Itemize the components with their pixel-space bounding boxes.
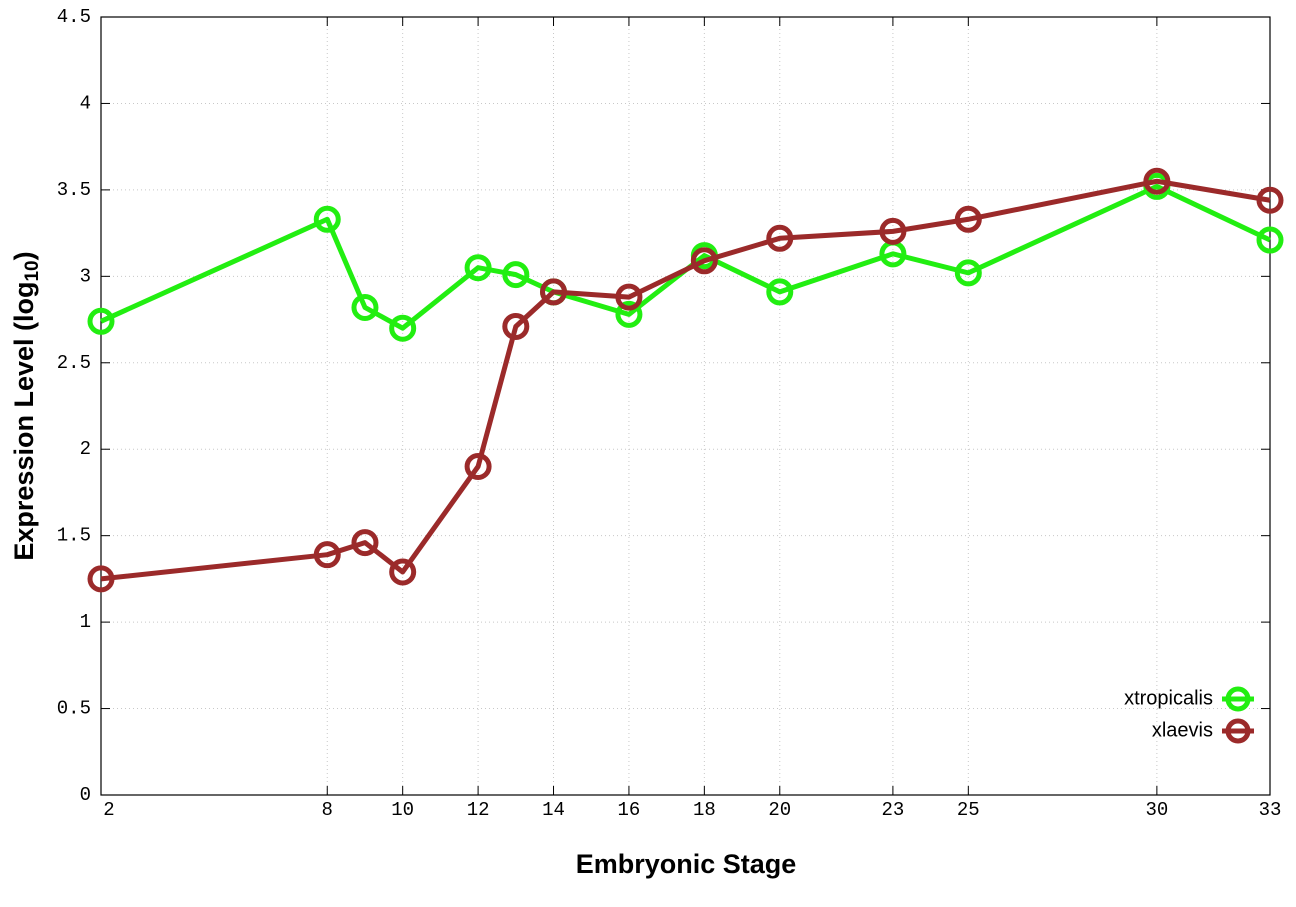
point: [879, 217, 907, 245]
y-axis-title-sub: 10: [22, 260, 43, 281]
y-axis-title-end: ): [9, 251, 39, 260]
point: [690, 247, 718, 275]
point: [313, 205, 341, 233]
x-tick-label: 14: [542, 799, 565, 821]
x-tick-label: 16: [618, 799, 641, 821]
x-tick-label: 8: [322, 799, 333, 821]
point: [1256, 186, 1284, 214]
x-tick-label: 2: [103, 799, 114, 821]
point: [1143, 167, 1171, 195]
x-tick-label: 10: [391, 799, 414, 821]
point: [464, 254, 492, 282]
point: [1256, 226, 1284, 254]
y-tick-label: 0.5: [57, 698, 91, 720]
point: [87, 307, 115, 335]
point: [502, 261, 530, 289]
y-tick-label: 3: [80, 265, 91, 287]
point: [389, 558, 417, 586]
legend-label: xlaevis: [1152, 719, 1213, 741]
point: [502, 312, 530, 340]
point: [313, 541, 341, 569]
y-tick-label: 2.5: [57, 352, 91, 374]
y-tick-label: 1.5: [57, 525, 91, 547]
y-tick-label: 4.5: [57, 6, 91, 28]
point: [87, 565, 115, 593]
point: [351, 293, 379, 321]
point: [615, 283, 643, 311]
point: [464, 453, 492, 481]
point: [540, 278, 568, 306]
point: [766, 278, 794, 306]
point: [351, 529, 379, 557]
x-axis-title: Embryonic Stage: [576, 849, 797, 879]
x-tick-label: 25: [957, 799, 980, 821]
plot-frame: [100, 16, 1271, 796]
y-tick-label: 0: [80, 784, 91, 806]
y-tick-label: 3.5: [57, 179, 91, 201]
legend-label: xtropicalis: [1124, 687, 1213, 709]
x-tick-label: 20: [768, 799, 791, 821]
point: [954, 205, 982, 233]
legend-marker: [1225, 718, 1251, 744]
x-tick-label: 23: [881, 799, 904, 821]
x-tick-label: 18: [693, 799, 716, 821]
y-tick-label: 2: [80, 438, 91, 460]
x-tick-label: 33: [1259, 799, 1282, 821]
x-tick-label: 30: [1145, 799, 1168, 821]
point: [615, 300, 643, 328]
legend-marker: [1225, 686, 1251, 712]
x-tick-label: 12: [467, 799, 490, 821]
y-tick-label: 4: [80, 92, 91, 114]
point: [954, 259, 982, 287]
point: [766, 224, 794, 252]
y-axis-title: Expression Level (log10): [9, 251, 43, 560]
y-tick-label: 1: [80, 611, 91, 633]
point: [389, 314, 417, 342]
y-axis-title-main: Expression Level (log: [9, 282, 39, 561]
